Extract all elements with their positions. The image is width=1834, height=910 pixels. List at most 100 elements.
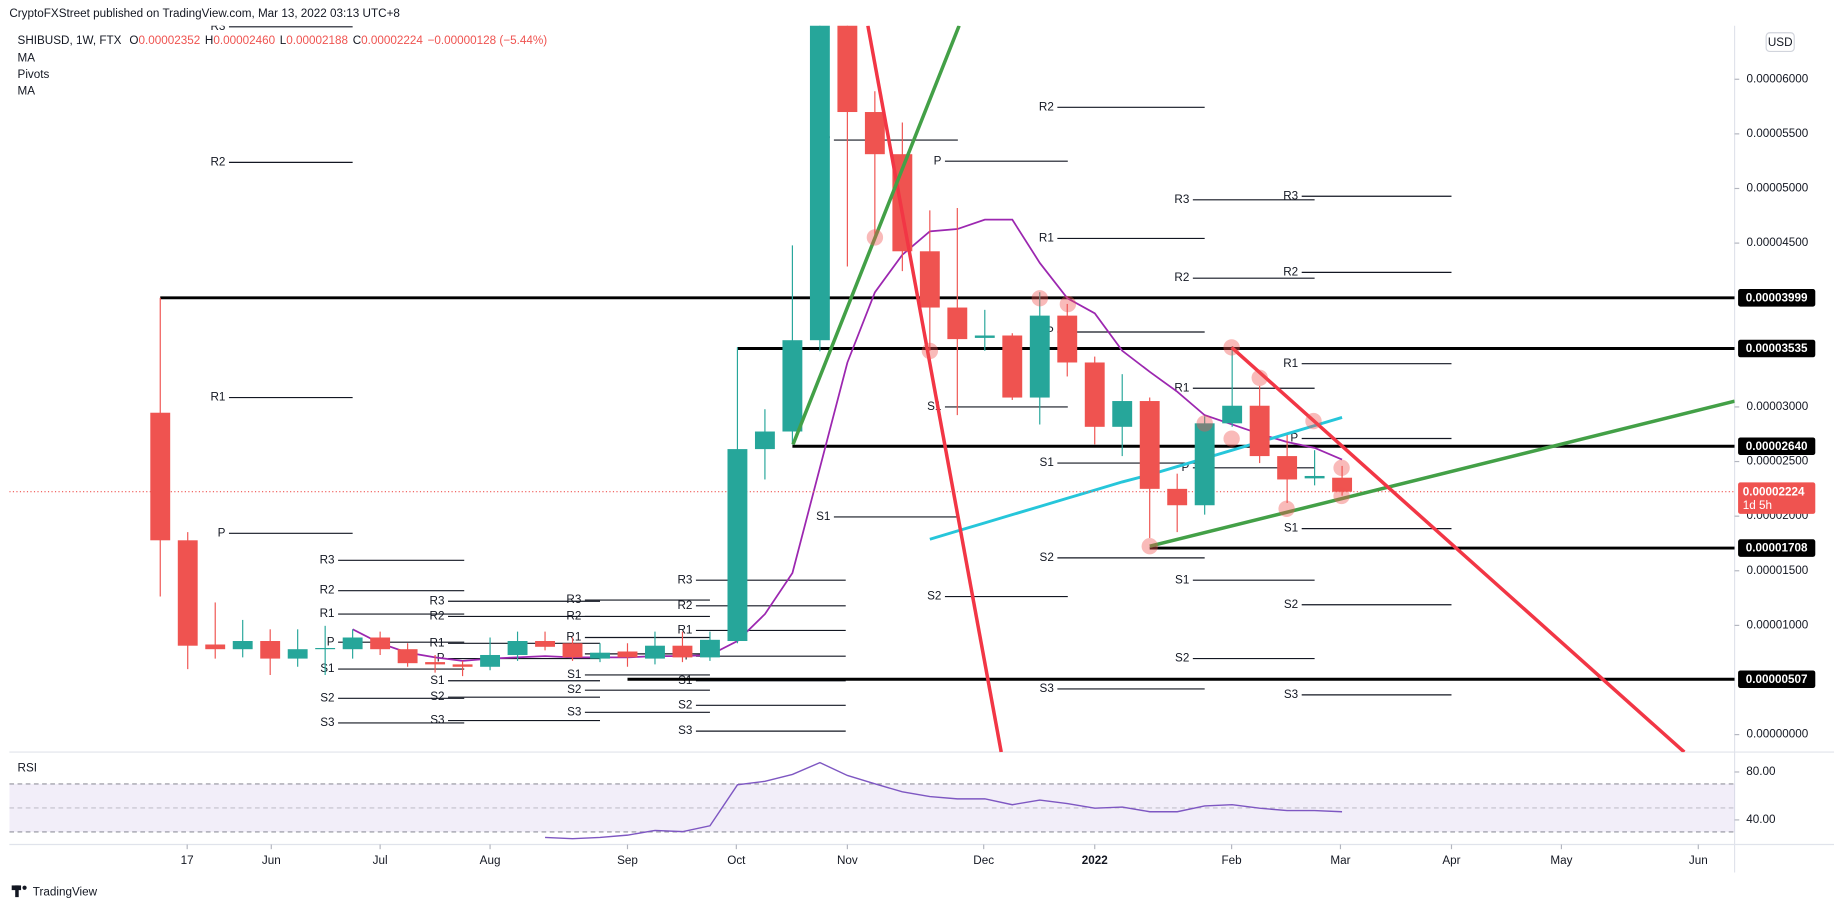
pivot-label: R3 [430, 594, 445, 607]
pivot-label: S3 [678, 724, 692, 737]
x-tick-label: May [1550, 854, 1572, 867]
pivot-label: R3 [566, 593, 581, 606]
currency-button[interactable] [1765, 32, 1795, 53]
candle-body [177, 540, 198, 646]
indicator-legend: MA [18, 84, 36, 97]
x-tick-label: Jun [1689, 854, 1708, 867]
rsi-band [9, 783, 1735, 832]
pivot-label: R3 [1174, 193, 1189, 206]
candle-body [1167, 488, 1188, 506]
candle-body [1194, 423, 1215, 506]
key-level-tag [1738, 539, 1816, 557]
touch-point [1141, 538, 1158, 555]
brand: TradingView [33, 886, 98, 899]
touch-point [1059, 295, 1077, 313]
pivot-label: P [1290, 432, 1298, 445]
indicator-legend: Pivots [18, 68, 50, 81]
brand-logo [11, 885, 27, 898]
indicator-legend: MA [18, 52, 36, 65]
candle-body [947, 307, 968, 340]
pivot-label: R1 [430, 636, 445, 649]
touch-point [1278, 500, 1295, 517]
x-tick-label: Jul [373, 854, 388, 867]
candle-body [260, 641, 281, 659]
x-tick-label: Aug [480, 854, 501, 867]
ohlc-key: H [205, 34, 213, 47]
pivot-label: S3 [320, 716, 334, 729]
rsi-legend: RSI [18, 762, 37, 775]
candle-body [397, 649, 418, 664]
trend-line [866, 25, 1003, 753]
currency-label[interactable]: USD [1768, 36, 1793, 49]
rsi-line [545, 761, 1343, 840]
candle-body [1112, 401, 1133, 427]
candle-body [232, 641, 253, 650]
price-pane: R3 R2 R1 P R3 R2 R1 P S1 S2 S3 R3 R2 R1 P S1 S2 S3 R3 R2 R1 P… [9, 25, 1735, 737]
x-tick-label: Nov [837, 854, 858, 867]
pivot-label: R2 [320, 584, 335, 597]
candle-body [342, 637, 363, 650]
candle-body [370, 637, 391, 650]
pivot-label: S1 [430, 674, 444, 687]
candle-body [974, 335, 995, 338]
pivot-label: S2 [927, 590, 941, 603]
candle-body [1332, 477, 1353, 492]
pivot-label: S2 [320, 691, 334, 704]
candle-body [150, 412, 171, 541]
x-tick-label: Dec [973, 854, 994, 867]
pivot-label: S1 [567, 668, 581, 681]
last-price-tag [1738, 482, 1816, 514]
candle-body [1029, 315, 1050, 398]
x-tick-label: 2022 [1082, 854, 1109, 867]
published-note: CryptoFXStreet published on TradingView.… [9, 7, 400, 20]
key-level-label: 0.00000507 [1746, 673, 1808, 686]
pivot-label: S3 [430, 714, 444, 727]
touch-point [1196, 415, 1213, 432]
candle-body [1002, 335, 1023, 398]
pivot-label: S2 [567, 683, 581, 696]
pivot-label: R2 [677, 599, 692, 612]
candle-body [782, 340, 803, 432]
ohlc-value: 0.00002188 [286, 34, 348, 47]
candle-body [919, 251, 940, 308]
candle-body [315, 647, 336, 650]
touch-point [1251, 369, 1268, 386]
candle-body [562, 643, 583, 658]
drawings [791, 25, 1735, 753]
ohlc-value: 0.00002224 [361, 34, 423, 47]
ohlc-value: 0.00002352 [138, 34, 200, 47]
pivot-label: S1 [1284, 522, 1298, 535]
y-tick-label: 0.00002500 [1747, 455, 1809, 468]
candle-body [809, 25, 830, 341]
pivot-label: P [1046, 325, 1054, 338]
symbol-legend: SHIBUSD, 1W, FTX O0.00002352 H0.00002460 L… [18, 34, 548, 47]
candle-body [480, 654, 501, 667]
pivot-label: S1 [1175, 573, 1189, 586]
pivot-label: S3 [1284, 688, 1298, 701]
pivot-label: S2 [430, 690, 444, 703]
key-level-label: 0.00002640 [1746, 440, 1808, 453]
pivot-label: R1 [1174, 381, 1189, 394]
pivot-label: R3 [1283, 189, 1298, 202]
pivot-label: R1 [320, 607, 335, 620]
y-tick-label: 0.00005000 [1747, 182, 1809, 195]
candle-body [287, 649, 308, 659]
pivot-label: R2 [430, 610, 445, 623]
candle-body [672, 645, 693, 658]
ohlc-key: L [280, 34, 287, 47]
touch-point [866, 229, 884, 246]
ohlc-value: 0.00002460 [213, 34, 275, 47]
logo-part [15, 885, 19, 898]
pivot-label: S3 [567, 705, 581, 718]
key-level-label: 0.00003535 [1746, 342, 1808, 355]
x-tick-label: 17 [181, 854, 194, 867]
touch-point [1223, 430, 1240, 447]
countdown: 1d 5h [1743, 499, 1772, 512]
pivot-label: R1 [1283, 357, 1298, 370]
touch-point [1333, 459, 1350, 477]
touch-points [866, 229, 1350, 555]
touch-point [1223, 339, 1240, 356]
pivot-label: P [218, 526, 226, 539]
touch-point [1305, 412, 1322, 430]
